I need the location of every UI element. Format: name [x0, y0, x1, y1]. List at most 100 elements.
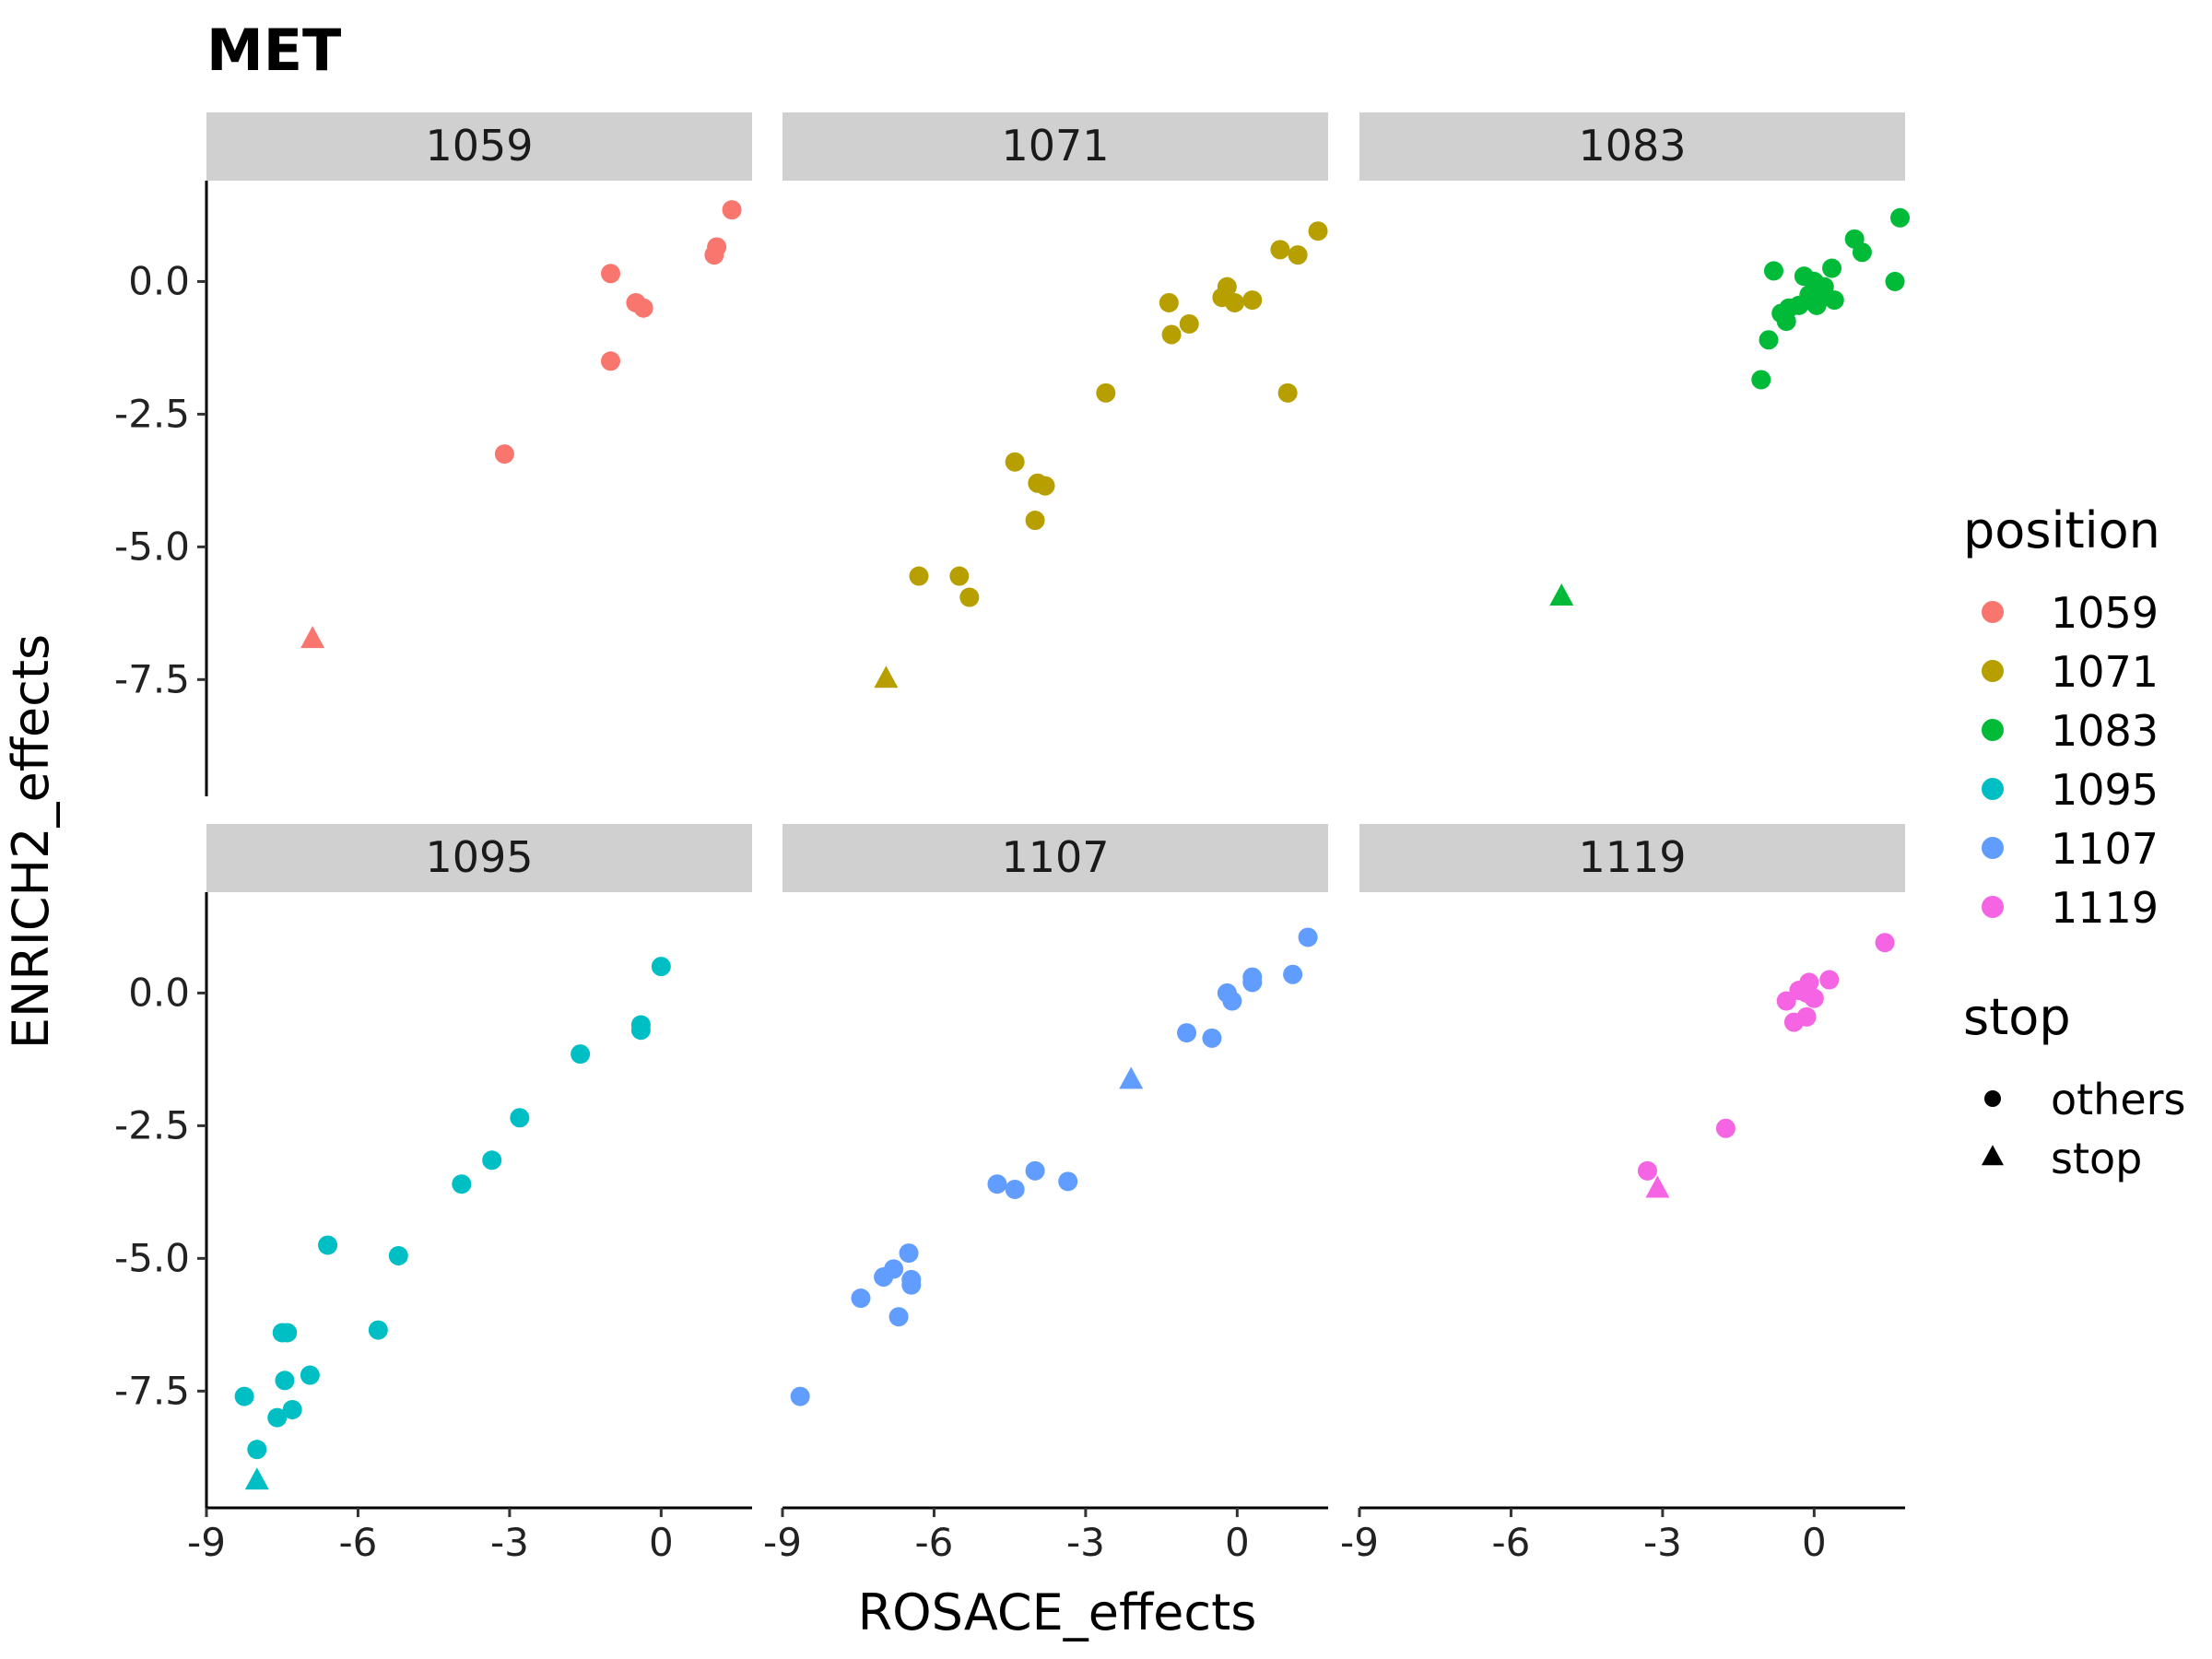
data-point	[482, 1150, 502, 1171]
legend-swatch	[1982, 896, 2004, 918]
legend-label: 1107	[2051, 824, 2159, 874]
data-point	[1222, 991, 1242, 1011]
data-point	[247, 1440, 267, 1460]
data-point	[1759, 330, 1779, 350]
data-point	[1776, 312, 1796, 332]
x-tick-label: 0	[1225, 1520, 1250, 1565]
x-tick-label: 0	[1802, 1520, 1827, 1565]
legend-label: 1059	[2051, 588, 2159, 638]
data-point	[722, 200, 742, 220]
data-point	[1288, 245, 1308, 265]
data-point	[510, 1108, 530, 1128]
facet-strip	[782, 112, 1328, 181]
data-point	[1225, 292, 1245, 312]
facet-strip-label: 1059	[425, 121, 533, 171]
y-tick-label: -7.5	[114, 656, 190, 701]
legend-label: 1119	[2051, 883, 2159, 933]
facet-panel-1119: 1119 -9 -6 -3 0	[1340, 824, 1905, 1565]
data-point	[1783, 1012, 1804, 1032]
data-point	[704, 245, 724, 265]
data-point	[494, 444, 514, 465]
data-point	[851, 1288, 871, 1309]
legend-label: 1071	[2051, 647, 2159, 697]
data-point	[909, 566, 929, 586]
legend-item: 1107	[1982, 824, 2159, 874]
data-point	[1035, 476, 1055, 496]
legend-swatch	[1982, 601, 2004, 623]
data-point	[949, 566, 970, 586]
y-tick-label: -5.0	[114, 1235, 190, 1280]
x-tick-label: -9	[763, 1520, 802, 1565]
data-point	[1819, 970, 1840, 990]
y-tick-label: 0.0	[128, 258, 190, 303]
data-point-stop	[1549, 583, 1574, 606]
data-point	[1637, 1160, 1657, 1181]
legend-item: 1059	[1982, 588, 2159, 638]
data-point	[790, 1386, 810, 1406]
facet-panel-1095: 1095 0.0 -2.5 -5.0 -7.5 -9 -6 -3 0	[114, 824, 752, 1565]
facet-strip	[206, 824, 752, 892]
legend-label: 1095	[2051, 765, 2159, 815]
facet-strip	[206, 112, 752, 181]
data-point	[1822, 258, 1842, 278]
x-axis-title: ROSACE_effects	[858, 1583, 1257, 1641]
legend-shape-triangle	[1982, 1145, 2004, 1166]
data-point	[452, 1174, 472, 1194]
data-point	[633, 298, 653, 318]
data-point-stop	[1119, 1066, 1144, 1089]
x-tick-label: -6	[914, 1520, 953, 1565]
data-point	[571, 1044, 591, 1065]
legend-item: 1083	[1982, 706, 2159, 756]
legend-label: others	[2051, 1075, 2186, 1124]
data-point	[1824, 290, 1844, 311]
x-tick-label: -6	[338, 1520, 377, 1565]
legend-swatch	[1982, 778, 2004, 800]
data-point	[1159, 292, 1179, 312]
data-point	[1776, 991, 1796, 1011]
data-point	[1715, 1118, 1735, 1138]
data-point	[651, 957, 671, 977]
data-point	[874, 1267, 894, 1287]
data-point	[1025, 511, 1045, 531]
data-point	[1852, 242, 1872, 263]
data-point	[1242, 972, 1263, 993]
data-point	[899, 1243, 919, 1264]
facet-strip-label: 1071	[1001, 121, 1109, 171]
y-axis-title: ENRICH2_effects	[2, 634, 60, 1049]
data-point	[987, 1174, 1007, 1194]
data-point	[1806, 295, 1827, 315]
data-point	[1242, 290, 1263, 311]
data-point	[267, 1407, 288, 1428]
x-tick-label: 0	[649, 1520, 674, 1565]
facet-strip-label: 1107	[1001, 832, 1109, 882]
legend-item: others	[1984, 1075, 2186, 1124]
facet-panel-1059: 1059 0.0 -2.5 -5.0 -7.5	[114, 112, 752, 796]
data-point	[1885, 271, 1905, 291]
data-point	[234, 1386, 254, 1406]
facet-strip-label: 1119	[1578, 832, 1686, 882]
legend-item: 1095	[1982, 765, 2159, 815]
chart-title: MET	[206, 17, 341, 84]
data-point	[1283, 964, 1303, 984]
legend-label: 1083	[2051, 706, 2159, 756]
y-tick-label: -2.5	[114, 391, 190, 436]
data-point	[1058, 1171, 1078, 1192]
facet-panel-1107: 1107 -9 -6 -3 0	[763, 824, 1328, 1565]
data-point	[1005, 1179, 1025, 1199]
data-point	[601, 264, 621, 284]
y-tick-label: 0.0	[128, 970, 190, 1015]
data-point	[1763, 261, 1783, 281]
data-point	[1751, 370, 1771, 390]
legend-swatch	[1982, 837, 2004, 859]
x-tick-label: -3	[1643, 1520, 1682, 1565]
data-point-stop	[244, 1467, 269, 1490]
facet-strip	[1359, 112, 1905, 181]
data-point	[1179, 313, 1199, 334]
data-point	[1270, 240, 1290, 260]
data-point	[630, 1020, 651, 1041]
facet-panel-1071: 1071	[782, 112, 1328, 688]
data-point	[282, 1399, 302, 1419]
legend-title-position: position	[1963, 501, 2160, 559]
facet-strip-label: 1083	[1578, 121, 1686, 171]
x-tick-label: -3	[1066, 1520, 1105, 1565]
